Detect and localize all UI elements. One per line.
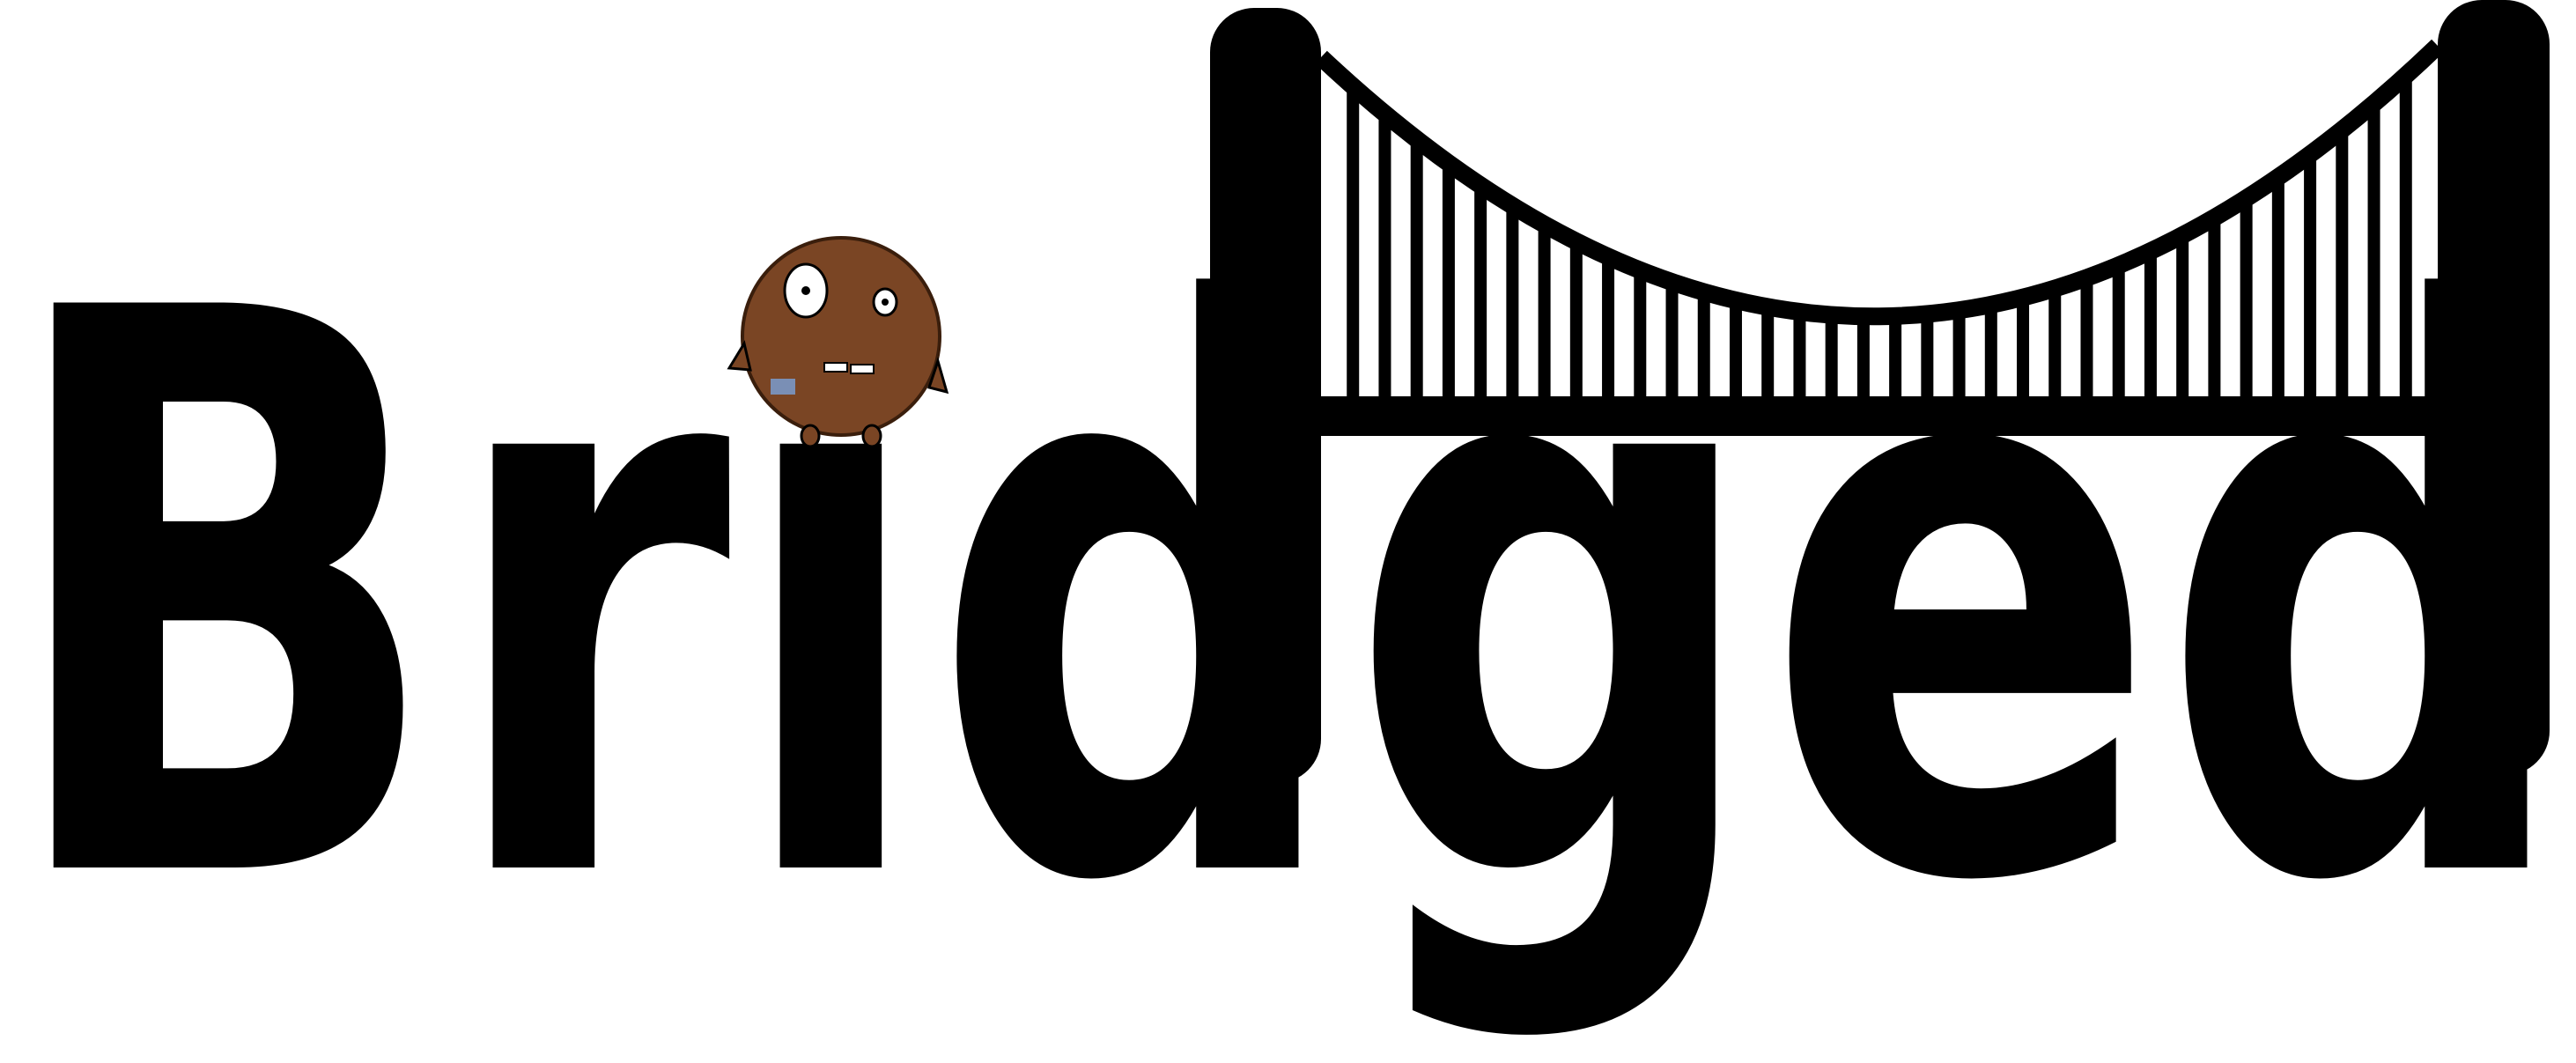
bridge-tower (2438, 0, 2550, 775)
mascot-pupil (882, 299, 889, 306)
mascot-tooth (823, 362, 848, 373)
mascot-tooth (850, 364, 875, 374)
mascot-pupil (801, 286, 810, 295)
mascot-arm (727, 340, 752, 372)
bridge-cable (1315, 39, 2444, 326)
bridge-hangers (1347, 75, 2412, 398)
mascot-arm (927, 356, 949, 395)
mascot-body (741, 236, 941, 437)
mascot-foot (861, 424, 882, 448)
bridge-tower (1210, 8, 1321, 783)
mascot-foot (800, 424, 821, 448)
bridge (1210, 0, 2550, 783)
mascot-patch (771, 379, 795, 395)
mascot (727, 236, 949, 448)
bridge-deck (1321, 396, 2438, 436)
